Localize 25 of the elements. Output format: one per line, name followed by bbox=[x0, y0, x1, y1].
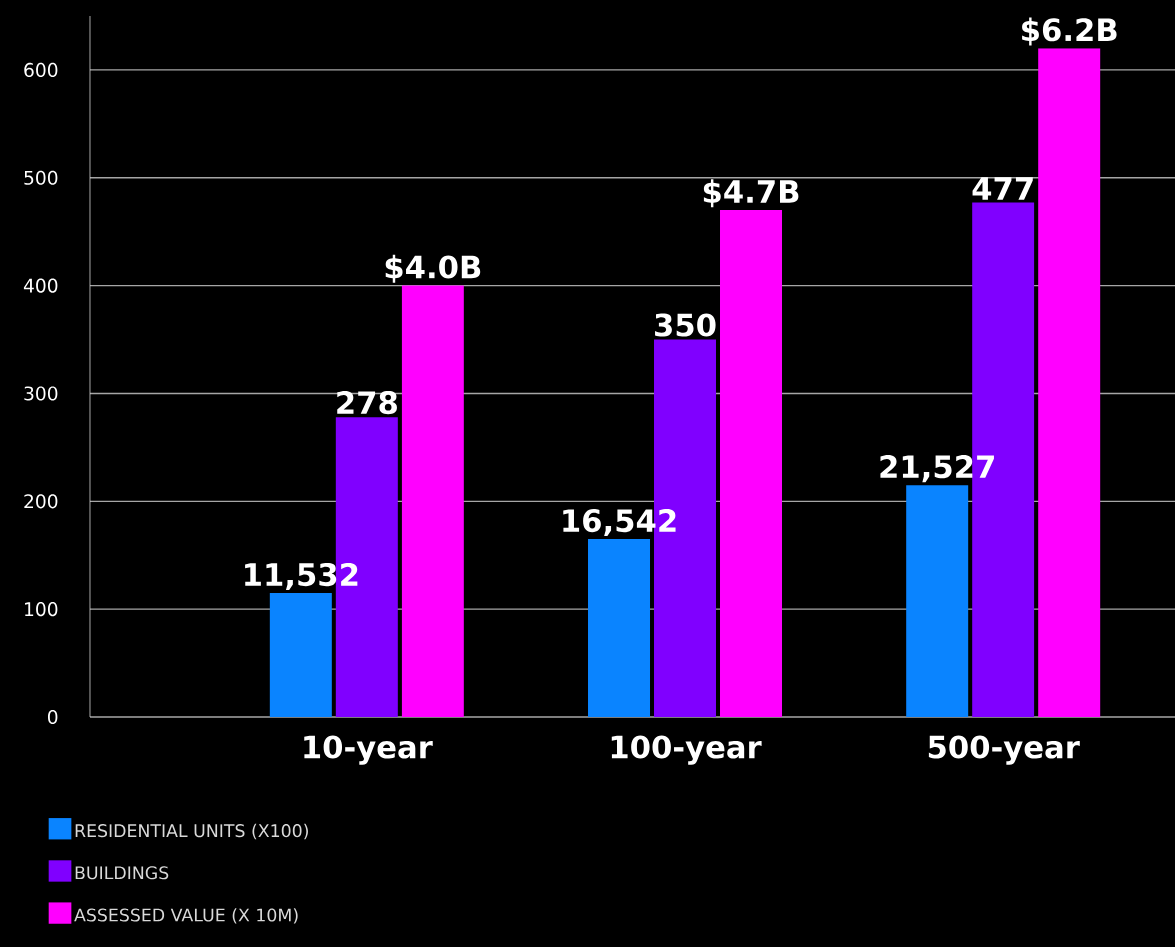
x-tick-label: 500-year bbox=[928, 735, 1080, 765]
bar bbox=[401, 285, 464, 717]
annotation: $6.2B bbox=[1022, 17, 1117, 46]
bar bbox=[1038, 48, 1101, 717]
y-tick-label: 400 bbox=[23, 278, 58, 293]
y-tick-label: 200 bbox=[24, 494, 58, 509]
y-tick-label: 0 bbox=[47, 709, 58, 725]
data-label: 278 bbox=[337, 391, 397, 415]
legend-label: ASSESSED VALUE (X 10M) bbox=[74, 908, 298, 924]
annotation: $4.0B bbox=[385, 254, 481, 283]
bar bbox=[588, 539, 650, 717]
y-tick-label: 100 bbox=[25, 602, 58, 617]
data-label: 350 bbox=[655, 313, 716, 337]
legend-label: RESIDENTIAL UNITS (X100) bbox=[75, 823, 308, 840]
annotation: $4.7B bbox=[703, 179, 799, 208]
bar bbox=[269, 592, 332, 717]
x-tick-label: 10-year bbox=[304, 735, 433, 765]
y-tick-label: 600 bbox=[24, 62, 58, 77]
y-tick-label: 300 bbox=[24, 386, 58, 401]
legend-label: BUILDINGS bbox=[75, 866, 169, 880]
data-label: 477 bbox=[972, 177, 1033, 200]
bar bbox=[720, 210, 783, 717]
bar bbox=[906, 485, 969, 717]
x-tick-label: 100-year bbox=[611, 735, 762, 765]
y-tick-label: 500 bbox=[24, 170, 58, 185]
